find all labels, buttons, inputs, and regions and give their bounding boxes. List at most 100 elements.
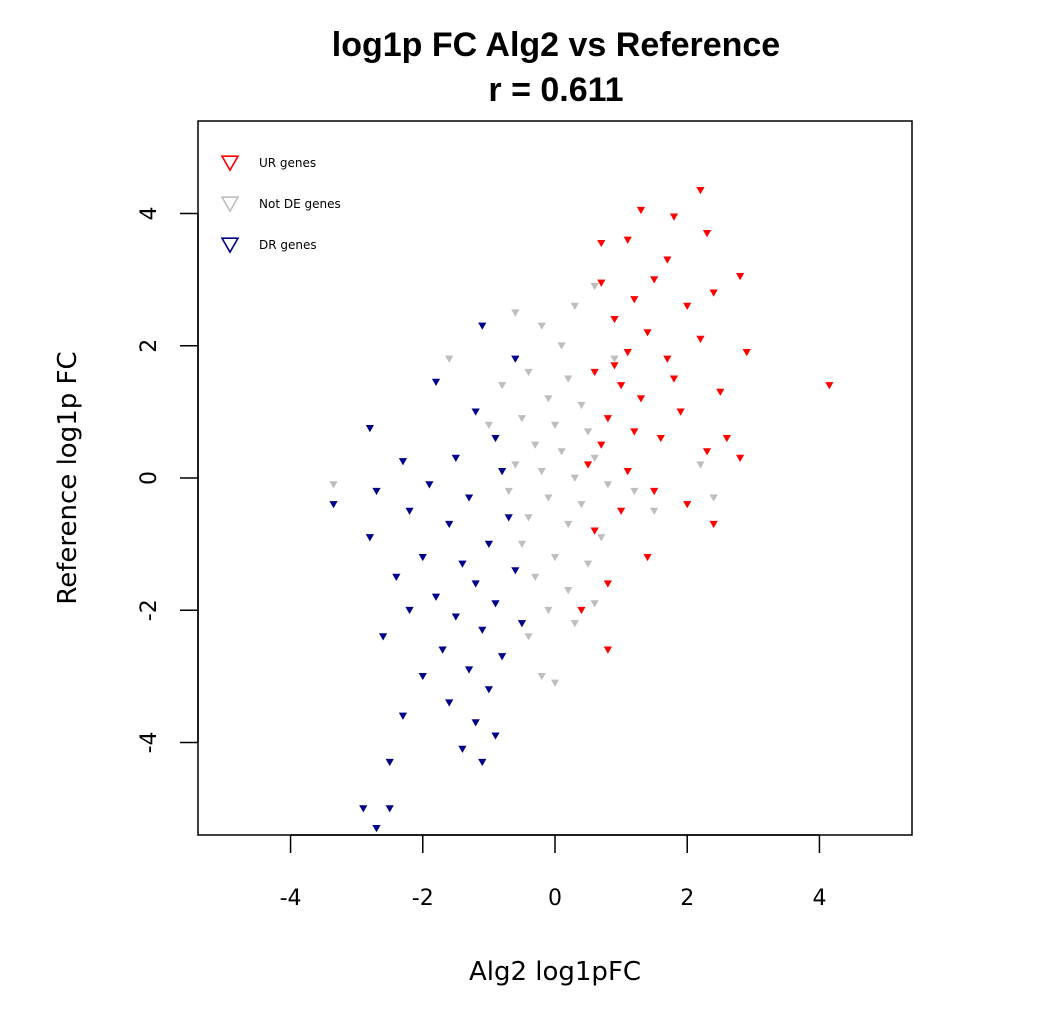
legend-symbol (220, 155, 240, 172)
data-point (583, 560, 593, 568)
data-point (636, 206, 646, 215)
legend-label: UR genes (259, 156, 316, 170)
data-point (524, 514, 533, 522)
data-point (742, 349, 751, 357)
data-point (669, 375, 679, 383)
data-point (610, 355, 619, 363)
data-point (431, 378, 441, 386)
data-point (445, 699, 454, 707)
data-point (550, 421, 560, 429)
data-point (484, 421, 494, 429)
x-axis-label: Alg2 log1pFC (469, 957, 641, 987)
data-point (484, 686, 494, 694)
data-point (517, 620, 527, 628)
data-point (702, 230, 712, 238)
data-point (372, 825, 381, 833)
data-point (445, 520, 454, 529)
data-point (511, 309, 520, 317)
data-point (385, 758, 394, 767)
data-point (577, 501, 586, 509)
data-point (557, 448, 566, 456)
data-point (398, 458, 408, 466)
data-point (603, 415, 613, 423)
x-tick-label: 4 (812, 886, 826, 911)
data-point (491, 600, 500, 608)
data-point (550, 679, 560, 687)
data-point (517, 540, 527, 548)
data-point (630, 296, 639, 304)
data-point (722, 434, 732, 443)
data-point (517, 415, 527, 423)
data-point (650, 487, 659, 496)
y-tick-label: 2 (137, 339, 162, 353)
y-axis-label: Reference log1p FC (53, 351, 83, 604)
x-tick-label: -4 (280, 886, 302, 911)
plot-frame (197, 120, 913, 836)
data-point (524, 633, 533, 641)
data-point (643, 329, 652, 337)
data-point (623, 236, 632, 244)
data-point (583, 461, 593, 469)
data-point (497, 382, 507, 390)
data-point (531, 573, 540, 582)
data-point (610, 315, 619, 324)
data-point (478, 322, 487, 330)
data-point (630, 487, 639, 496)
data-point (478, 758, 487, 767)
data-point (544, 395, 553, 403)
data-point (643, 553, 652, 562)
data-point (557, 342, 566, 350)
data-point (372, 487, 381, 496)
data-point (570, 620, 579, 628)
data-point (392, 573, 401, 582)
data-point (597, 534, 606, 542)
data-point (497, 653, 507, 661)
chart-title: log1p FC Alg2 vs Reference (332, 26, 780, 64)
data-point (329, 501, 338, 509)
data-point (458, 560, 467, 568)
data-point (564, 520, 573, 529)
data-point (451, 613, 460, 621)
data-point (597, 279, 606, 287)
data-point (636, 395, 646, 403)
data-point (504, 487, 513, 496)
data-point (497, 468, 507, 476)
legend-symbol (220, 196, 240, 213)
data-point (471, 580, 480, 588)
data-point (716, 388, 725, 396)
data-point (504, 514, 513, 522)
data-point (458, 745, 467, 753)
data-point (451, 454, 460, 463)
data-point (445, 355, 454, 363)
data-point (378, 633, 388, 641)
data-point (329, 481, 338, 489)
data-point (663, 256, 672, 264)
data-point (385, 805, 394, 813)
data-point (590, 368, 599, 377)
data-point (603, 646, 613, 654)
data-point (570, 474, 579, 482)
data-point (597, 239, 606, 248)
data-point (464, 666, 474, 674)
data-point (663, 355, 672, 363)
data-point (702, 448, 712, 456)
data-point (359, 805, 368, 813)
data-point (478, 626, 487, 634)
legend-label: Not DE genes (259, 197, 341, 211)
data-point (603, 580, 613, 588)
data-point (511, 461, 520, 469)
x-tick-label: 0 (548, 886, 562, 911)
data-point (365, 534, 375, 542)
data-point (491, 434, 500, 443)
data-point (405, 507, 414, 515)
legend-symbol (220, 237, 240, 254)
data-point (650, 276, 659, 284)
data-point (590, 600, 599, 608)
data-point (696, 461, 705, 469)
data-point (537, 672, 546, 681)
y-tick-label: -4 (137, 731, 162, 753)
data-point (537, 322, 546, 330)
data-point (438, 646, 447, 654)
data-point (524, 368, 533, 377)
